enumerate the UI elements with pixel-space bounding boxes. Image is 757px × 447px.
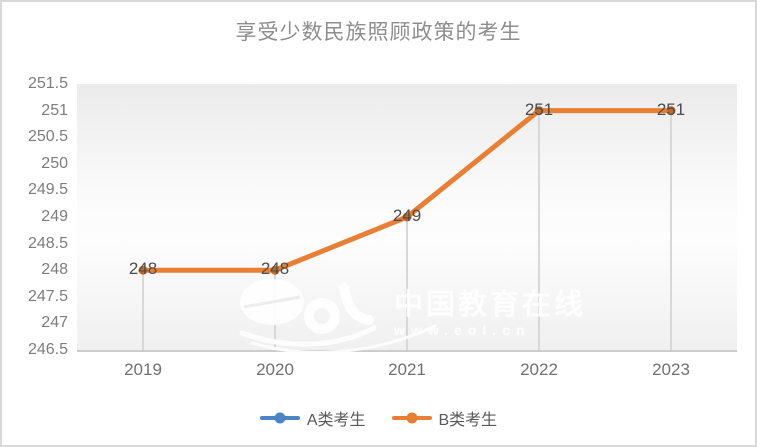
y-tick-label: 249.5	[27, 181, 68, 199]
dropline	[538, 110, 540, 350]
y-tick-label: 251	[41, 101, 68, 119]
legend-line-marker-icon	[259, 412, 300, 424]
legend-dot-icon	[406, 412, 417, 424]
y-tick-label: 248.5	[27, 234, 68, 252]
data-label: 251	[656, 99, 686, 119]
data-point-marker	[138, 265, 148, 275]
dropline	[670, 110, 672, 350]
data-label: 249	[392, 206, 422, 226]
data-point-marker	[666, 106, 676, 116]
x-tick-label: 2023	[652, 360, 690, 379]
series-plot	[138, 106, 676, 275]
x-tick-label: 2019	[124, 360, 162, 379]
dropline	[406, 217, 408, 350]
y-tick-label: 247.5	[27, 287, 68, 305]
data-label: 248	[260, 259, 290, 279]
data-point-marker	[270, 265, 280, 275]
y-tick-label: 248	[41, 261, 68, 279]
data-label: 248	[128, 259, 158, 279]
series-line	[140, 108, 674, 273]
y-tick-label: 250	[41, 154, 68, 172]
data-point-marker	[534, 106, 544, 116]
x-tick-label: 2020	[256, 360, 294, 379]
y-tick-label: 247	[41, 314, 68, 332]
legend-dot-icon	[274, 412, 286, 424]
y-tick-label: 246.5	[27, 341, 68, 358]
dropline	[142, 270, 144, 350]
chart-title: 享受少数民族照顾政策的考生	[235, 20, 522, 44]
plot-area: 中国教育在线 www.eol.cn 248 248 249 251 251	[77, 84, 737, 354]
y-tick-label: 250.5	[27, 128, 68, 146]
y-tick-label: 251.5	[27, 75, 68, 92]
legend: A类考生 B类考生	[2, 406, 755, 430]
data-point-marker	[402, 212, 412, 222]
legend-item-a[interactable]: A类考生	[259, 406, 366, 430]
x-tick-label: 2021	[388, 360, 426, 379]
y-tick-label: 249	[41, 208, 68, 225]
legend-label: A类考生	[306, 412, 366, 429]
legend-line-marker-icon	[391, 412, 432, 424]
legend-item-b[interactable]: B类考生	[391, 406, 498, 430]
legend-label: B类考生	[438, 412, 498, 429]
data-label: 251	[524, 99, 554, 119]
x-tick-label: 2022	[520, 360, 558, 379]
